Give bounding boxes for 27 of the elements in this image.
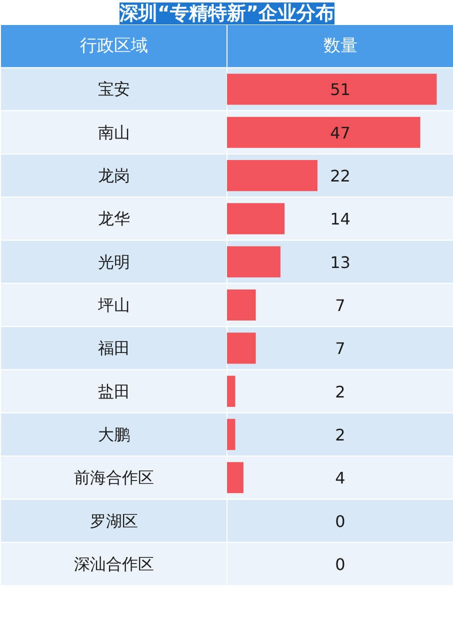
data-label: 7	[335, 296, 346, 315]
y-tick-label: 深汕合作区	[74, 554, 154, 574]
y-tick-label: 罗湖区	[90, 511, 138, 530]
data-label: 51	[330, 80, 350, 100]
y-tick-label: 南山	[98, 122, 130, 142]
data-label: 0	[335, 554, 346, 574]
data-label: 47	[330, 123, 350, 142]
y-tick-label: 光明	[98, 252, 130, 272]
y-tick-label: 宝安	[98, 80, 130, 99]
y-tick-label: 坪山	[96, 296, 130, 314]
data-label: 4	[335, 468, 346, 488]
data-label: 14	[330, 210, 350, 229]
chart-title: 深圳“专精特新”企业分布	[118, 2, 334, 24]
y-tick-label: 大鹏	[98, 424, 130, 444]
x-axis-title: 数量	[323, 36, 358, 56]
y-tick-label: 盐田	[98, 382, 130, 401]
y-tick-label: 龙华	[98, 209, 130, 228]
data-label: 0	[335, 512, 346, 531]
y-tick-label: 福田	[98, 338, 130, 358]
y-axis-title: 行政区域	[80, 36, 148, 56]
data-label: 13	[330, 252, 350, 272]
data-label: 22	[330, 166, 350, 186]
y-tick-label: 龙岗	[98, 166, 130, 186]
data-label: 7	[335, 339, 346, 358]
data-label: 2	[335, 382, 346, 402]
data-label: 2	[335, 425, 346, 444]
y-tick-label: 前海合作区	[74, 468, 154, 488]
